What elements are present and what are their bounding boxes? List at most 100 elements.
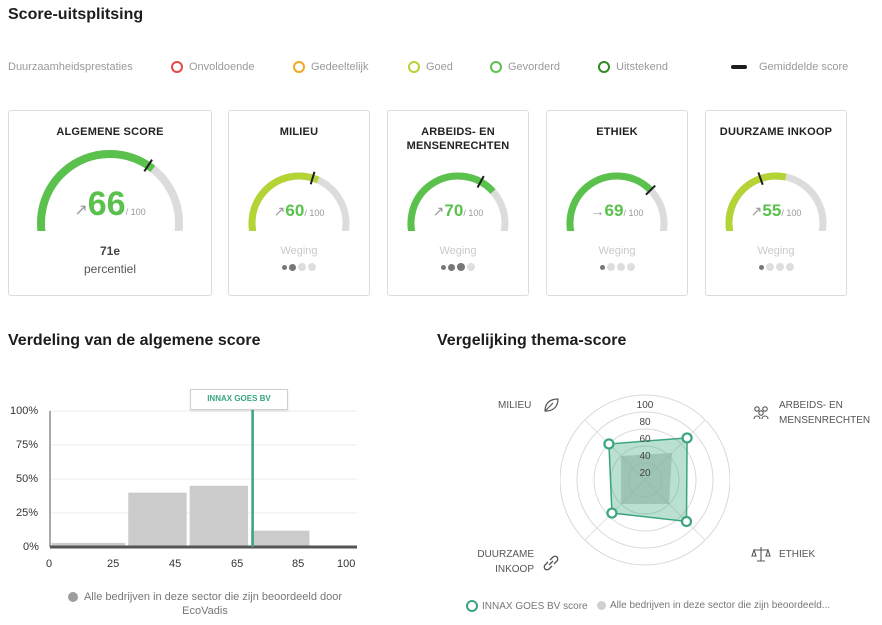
weight-dot [298,263,306,271]
distribution-title: Verdeling van de algemene score [8,332,261,349]
legend-item-gevorderd: Gevorderd [490,61,560,73]
radar-ring [560,394,730,566]
score-display: ↗66/ 100 [9,185,211,224]
average-marker [645,184,656,196]
link-icon [543,555,559,571]
weight-dot [448,263,455,271]
score-denominator: / 100 [781,208,802,218]
weight-dots [229,263,369,271]
average-marker [476,175,485,188]
gauge-fill [37,150,156,231]
sector-area [620,452,673,505]
radar-tick-label: 20 [639,468,651,479]
weight-dot [626,263,635,271]
histogram-bar [128,492,187,547]
y-tick: 0% [23,541,39,553]
histogram-bar [51,542,126,547]
radar-label-ethiek: ETHIEK [779,549,816,560]
weight-dot [775,263,784,271]
score-value: 69 [604,201,624,220]
legend-item-average: Gemiddelde score [731,61,848,73]
y-tick: 75% [16,439,39,451]
score-denominator: / 100 [304,208,325,218]
radar-tick-label: 60 [639,434,651,445]
weight-dots [706,263,846,271]
trend-arrow-icon: ↗ [432,203,445,219]
histogram-bar [251,530,310,547]
status-ring-icon [598,61,610,73]
gauge-fill [248,172,320,231]
weight-dot [289,263,296,271]
y-tick: 25% [16,507,39,519]
average-dash-icon [731,65,747,69]
radar-tick-label: 80 [639,417,651,428]
percentile-value: 71e [99,244,121,258]
weight-dot [599,264,605,270]
weight-label: Weging [280,245,318,257]
average-marker [143,159,153,172]
y-tick: 50% [16,473,39,485]
weight-label: Weging [439,245,477,257]
status-ring-icon [490,61,502,73]
trend-arrow-icon: ↗ [273,203,286,219]
percentile-label: percentiel [83,262,137,276]
weight-dot [606,263,615,271]
trend-arrow-icon: ↗ [74,202,88,219]
distribution-legend: Alle bedrijven in deze sector die zijn b… [60,590,350,618]
card-title: ETHIEK [596,126,638,138]
score-display: ↗60/ 100 [229,201,369,221]
trend-arrow-icon: → [590,203,605,219]
radar-tick-label: 100 [637,400,654,411]
company-point [681,432,693,444]
distribution-chart [49,408,357,549]
score-display: ↗55/ 100 [706,201,846,221]
status-ring-icon [171,61,183,73]
y-tick: 100% [10,405,39,417]
score-gauge [37,150,183,231]
gauge-fill [407,172,496,231]
company-point [603,438,615,450]
weight-dots [547,263,687,271]
card-title: DUURZAME INKOOP [719,126,833,138]
card-arbeids-mensenrechten[interactable]: ARBEIDS- EN MENSENRECHTEN ↗70/ 100 Wegin… [387,110,529,296]
x-tick: 0 [46,558,53,570]
radar-label-arbeids: ARBEIDS- EN MENSENRECHTEN [779,400,871,426]
score-value: 55 [762,201,782,220]
card-milieu[interactable]: MILIEU ↗60/ 100 Weging [228,110,370,296]
sector-dot-icon [597,601,606,610]
weight-dot [758,264,764,270]
score-value: 70 [444,201,464,220]
x-tick: 25 [107,558,120,570]
people-icon [753,406,769,420]
legend-label: Duurzaamheidsprestaties [8,61,133,73]
score-denominator: / 100 [623,208,644,218]
radar-legend-company: INNAX GOES BV score [466,600,588,612]
x-tick: 65 [231,558,244,570]
score-denominator: / 100 [125,207,146,217]
legend-item-gedeeltelijk: Gedeeltelijk [293,61,368,73]
scales-icon [751,547,771,562]
score-gauge [566,172,668,231]
average-marker [757,172,764,186]
radar-tick-label: 40 [639,451,651,462]
score-denominator: / 100 [463,208,484,218]
radar-label-inkoop: DUURZAME INKOOP [477,549,534,575]
radar-chart: 100 80 60 40 20 [560,394,730,566]
card-ethiek[interactable]: ETHIEK →69/ 100 Weging [546,110,688,296]
weight-dot [785,263,794,271]
weight-dot [308,263,316,271]
score-display: ↗70/ 100 [388,201,528,221]
leaf-icon [544,398,559,412]
weight-dot [457,263,465,271]
weight-dot [282,264,287,270]
page-title: Score-uitsplitsing [8,6,144,23]
card-title: MILIEU [279,126,319,138]
card-algemene-score[interactable]: ALGEMENE SCORE ↗66/ 100 71e percentiel [8,110,212,296]
score-gauge [248,171,350,231]
weight-dot [441,264,446,270]
company-point [680,515,693,528]
score-value: 66 [87,185,126,223]
weight-dot [765,263,774,271]
card-duurzame-inkoop[interactable]: DUURZAME INKOOP ↗55/ 100 Weging [705,110,847,296]
x-tick: 85 [292,558,305,570]
